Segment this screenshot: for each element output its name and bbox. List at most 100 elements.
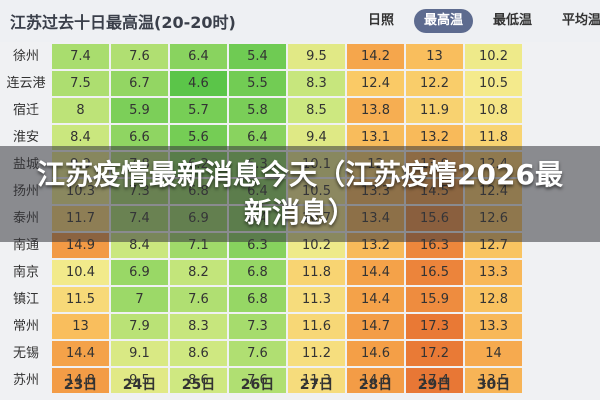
temperature-cell: 14 — [465, 341, 522, 366]
temperature-cell: 16.5 — [406, 260, 463, 285]
headline-text: 江苏疫情最新消息今天（江苏疫情2026最新消息） — [37, 158, 563, 229]
temperature-cell: 9.5 — [288, 44, 345, 69]
temperature-cell: 8.3 — [170, 314, 227, 339]
date-label: 28日 — [358, 377, 393, 393]
temperature-cell: 8.5 — [288, 98, 345, 123]
temperature-cell: 11.5 — [52, 287, 109, 312]
temperature-cell: 8 — [52, 98, 109, 123]
temperature-cell: 14.4 — [52, 341, 109, 366]
headline-overlay — [0, 146, 600, 242]
temperature-cell: 11.3 — [288, 287, 345, 312]
temperature-cell: 7 — [111, 287, 168, 312]
city-label: 常州 — [12, 319, 39, 334]
temperature-cell: 11.8 — [288, 260, 345, 285]
tab-avg-temp[interactable]: 平均温 — [562, 13, 600, 28]
date-label: 23日 — [63, 377, 98, 393]
chart-title: 江苏过去十日最高温(20-20时) — [10, 13, 236, 32]
temperature-cell: 17.3 — [406, 314, 463, 339]
temperature-cell: 7.6 — [170, 287, 227, 312]
temperature-cell: 11.8 — [465, 125, 522, 150]
temperature-cell: 13.3 — [465, 260, 522, 285]
table-row: 常州 13 7.9 8.3 7.3 11.6 14.7 17.3 13.3 — [0, 314, 600, 339]
temperature-cell: 7.3 — [229, 314, 286, 339]
temperature-cell: 13.2 — [406, 125, 463, 150]
temperature-cell: 13.1 — [347, 125, 404, 150]
temperature-cell: 13.3 — [465, 314, 522, 339]
temperature-cell: 13.5 — [465, 368, 522, 393]
city-label: 南京 — [12, 265, 39, 280]
temperature-cell: 11.3 — [288, 368, 345, 393]
temperature-cell: 17.2 — [406, 341, 463, 366]
city-label: 连云港 — [6, 76, 46, 91]
temperature-cell: 10.5 — [465, 71, 522, 96]
temperature-cell: 5.5 — [229, 71, 286, 96]
temperature-cell: 12.2 — [406, 71, 463, 96]
tab-sunshine[interactable]: 日照 — [368, 13, 395, 28]
city-label: 镇江 — [12, 292, 39, 307]
table-row: 无锡 14.4 9.1 8.6 7.6 11.2 14.6 17.2 14 — [0, 341, 600, 366]
temperature-cell: 14.4 — [347, 287, 404, 312]
temperature-cell: 14.8 — [52, 368, 109, 393]
temperature-cell: 8.6 — [170, 368, 227, 393]
tab-min-temp[interactable]: 最低温 — [493, 13, 533, 28]
temperature-cell: 6.7 — [111, 71, 168, 96]
temperature-cell: 17.4 — [406, 368, 463, 393]
temperature-cell: 14.6 — [347, 341, 404, 366]
temperature-cell: 5.6 — [170, 125, 227, 150]
temperature-cell: 10.2 — [465, 44, 522, 69]
temperature-cell: 14.2 — [347, 44, 404, 69]
city-label: 徐州 — [12, 49, 39, 64]
temperature-cell: 9.1 — [111, 341, 168, 366]
temperature-cell: 6.6 — [111, 125, 168, 150]
temperature-cell: 13 — [52, 314, 109, 339]
temperature-cell: 4.6 — [170, 71, 227, 96]
table-row: 宿迁 8 5.9 5.7 5.8 8.5 13.8 11.9 10.8 — [0, 98, 600, 123]
temperature-cell: 14.7 — [347, 314, 404, 339]
temperature-cell: 8.6 — [170, 341, 227, 366]
temperature-cell: 8.4 — [52, 125, 109, 150]
temperature-cell: 8.2 — [170, 260, 227, 285]
table-row: 苏州 14.8 9.5 8.6 7.6 11.3 14.8 17.4 13.5 — [0, 368, 600, 393]
temperature-cell: 14.4 — [347, 260, 404, 285]
temperature-cell: 5.7 — [170, 98, 227, 123]
table-row: 徐州 7.4 7.6 6.4 5.4 9.5 14.2 13 10.2 — [0, 44, 600, 69]
chart-header: 江苏过去十日最高温(20-20时) 日照 最高温 最低温 平均温 — [0, 0, 600, 42]
temperature-cell: 7.6 — [111, 44, 168, 69]
metric-tabs: 日照 最高温 最低温 平均温 — [358, 9, 600, 33]
temperature-cell: 11.2 — [288, 341, 345, 366]
date-label: 30日 — [476, 377, 511, 393]
temperature-cell: 8.3 — [288, 71, 345, 96]
temperature-cell: 7.9 — [111, 314, 168, 339]
temperature-cell: 6.4 — [229, 125, 286, 150]
temperature-cell: 12.8 — [465, 287, 522, 312]
temperature-cell: 14.8 — [347, 368, 404, 393]
temperature-cell: 7.6 — [229, 341, 286, 366]
temperature-cell: 15.9 — [406, 287, 463, 312]
temperature-cell: 6.8 — [229, 287, 286, 312]
table-row: 淮安 8.4 6.6 5.6 6.4 9.4 13.1 13.2 11.8 — [0, 125, 600, 150]
date-label: 24日 — [122, 377, 157, 393]
temperature-cell: 10.4 — [52, 260, 109, 285]
temperature-cell: 6.9 — [111, 260, 168, 285]
temperature-cell: 5.8 — [229, 98, 286, 123]
table-row: 南京 10.4 6.9 8.2 6.8 11.8 14.4 16.5 13.3 — [0, 260, 600, 285]
table-row: 连云港 7.5 6.7 4.6 5.5 8.3 12.4 12.2 10.5 — [0, 71, 600, 96]
temperature-cell: 7.5 — [52, 71, 109, 96]
temperature-cell: 6.8 — [229, 260, 286, 285]
city-label: 宿迁 — [12, 103, 39, 118]
temperature-cell: 6.4 — [170, 44, 227, 69]
temperature-cell: 7.4 — [52, 44, 109, 69]
date-label: 25日 — [181, 377, 216, 393]
date-label: 29日 — [417, 377, 452, 393]
temperature-cell: 13 — [406, 44, 463, 69]
date-axis: 23日 24日 25日 26日 27日 28日 29日 30日 — [52, 374, 524, 394]
tab-max-temp[interactable]: 最高温 — [414, 9, 474, 33]
city-label: 淮安 — [12, 130, 39, 145]
temperature-cell: 5.9 — [111, 98, 168, 123]
temperature-cell: 9.4 — [288, 125, 345, 150]
temperature-cell: 10.8 — [465, 98, 522, 123]
date-label: 27日 — [299, 377, 334, 393]
temperature-cell: 5.4 — [229, 44, 286, 69]
temperature-cell: 11.6 — [288, 314, 345, 339]
city-label: 无锡 — [12, 346, 39, 361]
